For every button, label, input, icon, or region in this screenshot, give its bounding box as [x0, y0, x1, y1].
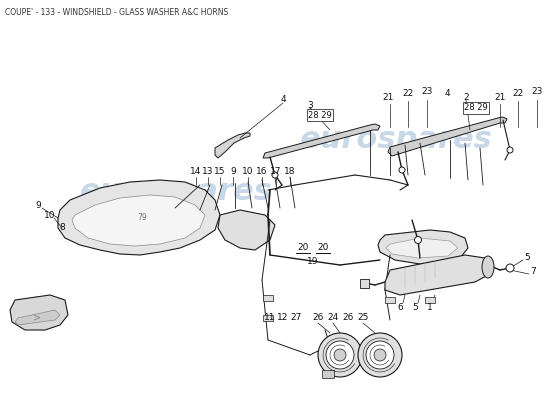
Circle shape	[272, 172, 278, 178]
Text: 23: 23	[531, 88, 543, 96]
Text: 25: 25	[358, 314, 368, 322]
Text: 11: 11	[264, 314, 276, 322]
Text: 2: 2	[463, 92, 469, 102]
Text: 9: 9	[230, 168, 236, 176]
FancyBboxPatch shape	[263, 295, 273, 301]
Text: 17: 17	[270, 168, 282, 176]
Circle shape	[334, 349, 346, 361]
Polygon shape	[72, 195, 205, 246]
FancyBboxPatch shape	[425, 297, 435, 303]
Circle shape	[326, 341, 354, 369]
Polygon shape	[10, 295, 68, 330]
Text: 13: 13	[202, 168, 214, 176]
Text: 9: 9	[35, 200, 41, 210]
Text: 22: 22	[403, 90, 414, 98]
Circle shape	[506, 264, 514, 272]
Text: 20: 20	[317, 244, 329, 252]
Text: 27: 27	[290, 314, 302, 322]
Text: 10: 10	[242, 168, 254, 176]
Text: 8: 8	[59, 224, 65, 232]
Circle shape	[318, 333, 362, 377]
Circle shape	[399, 167, 405, 173]
Circle shape	[366, 341, 394, 369]
Text: 1: 1	[427, 304, 433, 312]
Text: 16: 16	[256, 168, 268, 176]
FancyBboxPatch shape	[360, 278, 368, 288]
Text: 10: 10	[44, 210, 56, 220]
Text: 79: 79	[137, 214, 147, 222]
Polygon shape	[218, 210, 275, 250]
Text: 5: 5	[412, 304, 418, 312]
Text: 14: 14	[190, 168, 202, 176]
Text: >: >	[33, 313, 41, 323]
Text: eurospares: eurospares	[300, 126, 492, 154]
Text: 15: 15	[214, 168, 225, 176]
Polygon shape	[378, 230, 468, 264]
Text: 19: 19	[307, 256, 319, 266]
FancyBboxPatch shape	[322, 370, 334, 378]
Text: 6: 6	[397, 304, 403, 312]
Polygon shape	[58, 180, 220, 255]
Text: 26: 26	[312, 314, 324, 322]
Text: 26: 26	[342, 314, 354, 322]
Polygon shape	[215, 133, 250, 158]
Text: 3: 3	[307, 100, 313, 110]
Polygon shape	[386, 238, 458, 258]
Circle shape	[507, 147, 513, 153]
Ellipse shape	[482, 256, 494, 278]
FancyBboxPatch shape	[263, 315, 273, 321]
Text: 28 29: 28 29	[464, 104, 488, 112]
Text: 22: 22	[513, 90, 524, 98]
Circle shape	[415, 236, 421, 244]
Text: 23: 23	[421, 88, 433, 96]
Text: 21: 21	[494, 92, 505, 102]
Text: 12: 12	[277, 314, 289, 322]
Text: 28 29: 28 29	[308, 110, 332, 120]
Text: 18: 18	[284, 168, 296, 176]
Polygon shape	[388, 117, 507, 156]
Polygon shape	[263, 124, 380, 158]
Text: 7: 7	[530, 268, 536, 276]
Text: 24: 24	[327, 314, 339, 322]
Circle shape	[358, 333, 402, 377]
Text: eurospares: eurospares	[80, 178, 272, 206]
Text: 21: 21	[382, 92, 394, 102]
FancyBboxPatch shape	[385, 297, 395, 303]
Text: 4: 4	[444, 90, 450, 98]
Text: 20: 20	[298, 244, 309, 252]
Text: COUPE' - 133 - WINDSHIELD - GLASS WASHER A&C HORNS: COUPE' - 133 - WINDSHIELD - GLASS WASHER…	[5, 8, 228, 17]
Text: 5: 5	[524, 254, 530, 262]
Polygon shape	[15, 310, 60, 325]
Circle shape	[374, 349, 386, 361]
Text: 4: 4	[280, 96, 286, 104]
Polygon shape	[385, 255, 490, 295]
